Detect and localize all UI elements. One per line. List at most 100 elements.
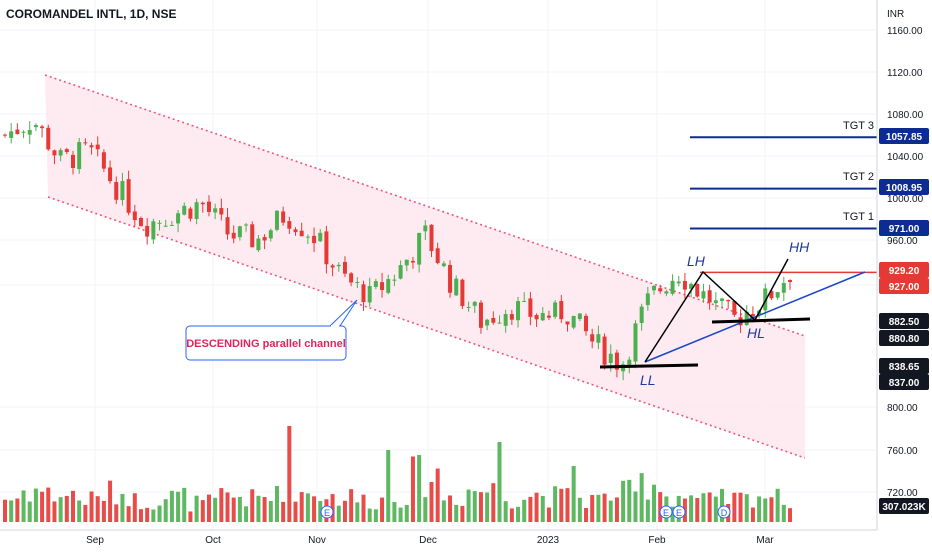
volume-bar <box>188 511 193 522</box>
price-tag-label: 880.80 <box>889 334 920 345</box>
volume-bar <box>367 508 372 522</box>
volume-bar <box>757 496 762 522</box>
time-label: Dec <box>419 535 437 546</box>
channel-upper-line <box>44 74 806 337</box>
volume-bar <box>151 509 156 522</box>
candle-body <box>478 302 483 328</box>
price-tag-label: 929.20 <box>889 266 920 277</box>
candle-body <box>58 150 63 156</box>
candle-body <box>9 131 14 138</box>
volume-bar <box>194 495 199 522</box>
candle-body <box>219 208 224 215</box>
price-tick: 1080.00 <box>887 110 924 121</box>
candle-body <box>423 225 428 232</box>
candle-body <box>262 237 267 241</box>
time-label: 2023 <box>537 535 560 546</box>
volume-bar <box>58 497 63 522</box>
volume-bar <box>169 490 174 522</box>
price-tick: 800.00 <box>887 403 918 414</box>
event-marker <box>320 505 334 519</box>
candle-body <box>386 279 391 293</box>
volume-bar <box>330 494 335 522</box>
volume-bar <box>732 492 737 522</box>
volume-bar <box>213 497 218 522</box>
volume-bar <box>540 496 545 522</box>
candle-body <box>398 265 403 279</box>
volume-bar <box>435 468 440 522</box>
candle-body <box>732 301 737 315</box>
volume-bar <box>559 488 564 522</box>
price-tag <box>879 278 929 294</box>
candle-body <box>77 142 82 170</box>
candle-body <box>472 301 477 306</box>
volume-bar <box>380 497 385 522</box>
swing-hl-label: HL <box>747 325 765 341</box>
volume-bar <box>299 492 304 522</box>
volume-bar <box>9 500 14 522</box>
candle-body <box>120 181 125 201</box>
volume-bar <box>206 494 211 522</box>
volume-bar <box>528 496 533 522</box>
volume-bar <box>652 484 657 522</box>
candle-body <box>546 315 551 318</box>
volume-bar <box>516 506 521 522</box>
candle-body <box>614 352 619 370</box>
volume-bar <box>695 497 700 522</box>
candle-body <box>281 211 286 223</box>
candle-body <box>52 150 57 156</box>
tgt1-label: TGT 1 <box>843 211 874 223</box>
volume-bar <box>349 489 354 522</box>
candle-body <box>342 261 347 274</box>
volume-bar <box>219 488 224 522</box>
volume-bar <box>775 488 780 522</box>
price-tag <box>879 374 929 390</box>
volume-bar <box>522 499 527 522</box>
volume-bar <box>627 479 632 522</box>
price-tick: 760.00 <box>887 446 918 457</box>
candle-body <box>324 231 329 265</box>
candle-body <box>596 334 601 343</box>
volume-bar <box>466 489 471 522</box>
price-tag <box>879 313 929 329</box>
price-tag <box>879 358 929 374</box>
volume-bar <box>571 466 576 522</box>
candle-body <box>627 359 632 366</box>
candle-body <box>565 321 570 325</box>
volume-bar <box>237 496 242 522</box>
candle-body <box>670 280 675 294</box>
candle-body <box>429 224 434 252</box>
candle-body <box>213 208 218 213</box>
time-label: Sep <box>86 535 104 546</box>
volume-bar <box>225 492 230 522</box>
volume-bar <box>83 504 88 522</box>
candle-body <box>522 300 527 302</box>
volume-bar <box>70 490 75 522</box>
volume-bar <box>781 504 786 522</box>
price-tick: 1000.00 <box>887 194 924 205</box>
volume-bar <box>410 456 415 522</box>
volume-bar <box>287 426 292 522</box>
volume-bar <box>621 480 626 522</box>
candle-body <box>33 125 38 128</box>
swing-path <box>644 258 789 363</box>
candle-body <box>528 298 533 317</box>
volume-bar <box>40 491 45 522</box>
volume-bar <box>750 507 755 522</box>
candle-body <box>448 264 453 293</box>
candle-body <box>268 230 273 239</box>
time-label: Nov <box>308 535 326 546</box>
candle-body <box>287 221 292 229</box>
volume-bar <box>417 455 422 522</box>
price-tag <box>879 498 929 514</box>
volume-bar <box>590 495 595 522</box>
volume-bar <box>485 492 490 522</box>
volume-bar <box>145 507 150 522</box>
candle-body <box>404 259 409 266</box>
volume-bar <box>553 486 558 522</box>
price-tag-label: 971.00 <box>889 224 920 235</box>
candle-body <box>441 263 446 267</box>
candle-body <box>682 280 687 290</box>
volume-bar <box>132 493 137 522</box>
